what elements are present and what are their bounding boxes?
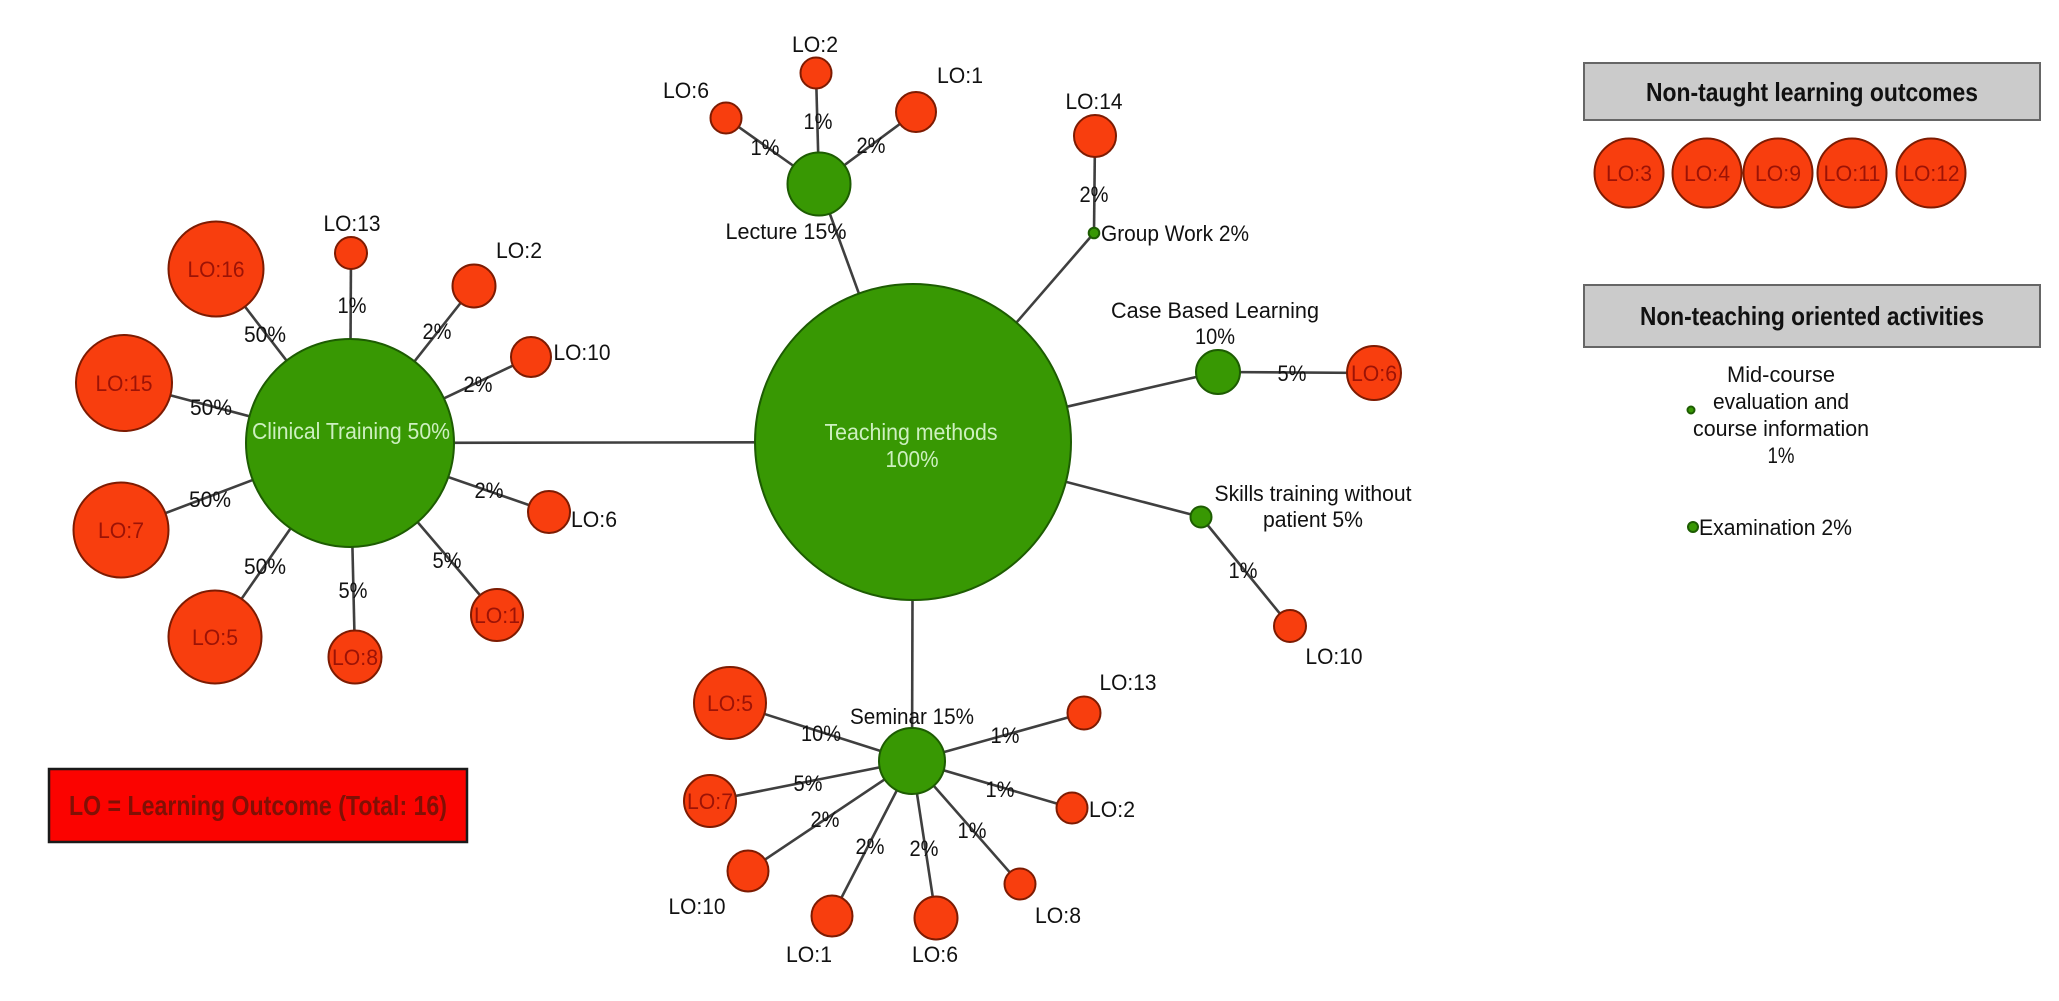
svg-text:2%: 2% <box>856 834 885 859</box>
svg-text:LO:6: LO:6 <box>912 942 958 967</box>
svg-text:50%: 50% <box>190 395 232 420</box>
svg-text:1%: 1% <box>991 723 1020 748</box>
svg-text:LO:2: LO:2 <box>1089 797 1135 822</box>
svg-text:LO:2: LO:2 <box>496 238 542 263</box>
svg-text:1%: 1% <box>1229 558 1258 583</box>
svg-text:LO:10: LO:10 <box>669 894 726 919</box>
svg-text:LO:4: LO:4 <box>1684 161 1730 186</box>
svg-text:Clinical Training 50%: Clinical Training 50% <box>252 418 450 444</box>
svg-text:1%: 1% <box>986 777 1015 802</box>
svg-text:LO:11: LO:11 <box>1824 161 1881 186</box>
svg-text:LO:10: LO:10 <box>554 340 611 365</box>
svg-text:Lecture 15%: Lecture 15% <box>726 219 847 244</box>
svg-text:LO:7: LO:7 <box>98 518 144 543</box>
svg-text:LO:12: LO:12 <box>1903 161 1960 186</box>
svg-text:patient 5%: patient 5% <box>1263 507 1363 532</box>
svg-text:10%: 10% <box>801 721 841 746</box>
svg-text:Seminar 15%: Seminar 15% <box>850 704 974 729</box>
svg-text:100%: 100% <box>886 446 939 472</box>
svg-text:2%: 2% <box>475 478 504 503</box>
svg-text:LO:1: LO:1 <box>937 63 983 88</box>
svg-text:2%: 2% <box>910 836 939 861</box>
svg-text:LO:16: LO:16 <box>188 257 245 282</box>
svg-text:Group Work 2%: Group Work 2% <box>1101 221 1249 246</box>
svg-text:evaluation and: evaluation and <box>1713 389 1849 414</box>
svg-text:5%: 5% <box>433 548 462 573</box>
svg-text:2%: 2% <box>423 319 452 344</box>
svg-text:Teaching methods: Teaching methods <box>825 419 998 445</box>
svg-text:LO:6: LO:6 <box>571 507 617 532</box>
svg-text:10%: 10% <box>1195 324 1235 349</box>
svg-text:LO:5: LO:5 <box>192 625 238 650</box>
svg-text:Non-taught learning outcomes: Non-taught learning outcomes <box>1646 77 1978 107</box>
svg-text:Skills training without: Skills training without <box>1215 481 1413 506</box>
svg-text:LO:1: LO:1 <box>786 942 832 967</box>
svg-text:1%: 1% <box>1768 443 1795 468</box>
svg-text:LO:8: LO:8 <box>1035 903 1081 928</box>
svg-text:LO:6: LO:6 <box>1351 361 1397 386</box>
svg-text:2%: 2% <box>1080 182 1109 207</box>
svg-text:course information: course information <box>1693 416 1869 441</box>
svg-text:LO:5: LO:5 <box>707 691 753 716</box>
svg-text:1%: 1% <box>338 293 367 318</box>
svg-text:2%: 2% <box>811 807 840 832</box>
svg-text:LO:6: LO:6 <box>663 78 709 103</box>
svg-text:Non-teaching oriented activiti: Non-teaching oriented activities <box>1640 301 1984 331</box>
svg-text:5%: 5% <box>1278 361 1307 386</box>
svg-text:50%: 50% <box>244 554 286 579</box>
svg-text:LO:8: LO:8 <box>332 645 378 670</box>
svg-text:LO:13: LO:13 <box>324 211 381 236</box>
svg-text:LO:7: LO:7 <box>687 789 733 814</box>
svg-text:1%: 1% <box>804 109 833 134</box>
svg-text:5%: 5% <box>794 771 823 796</box>
svg-text:2%: 2% <box>857 133 886 158</box>
svg-text:LO:10: LO:10 <box>1306 644 1363 669</box>
svg-text:Case Based Learning: Case Based Learning <box>1111 298 1319 323</box>
svg-text:50%: 50% <box>189 487 231 512</box>
svg-text:LO:3: LO:3 <box>1606 161 1652 186</box>
svg-text:1%: 1% <box>751 135 780 160</box>
svg-text:Mid-course: Mid-course <box>1727 362 1835 387</box>
svg-text:LO:1: LO:1 <box>474 603 520 628</box>
svg-text:Examination 2%: Examination 2% <box>1699 515 1852 540</box>
svg-text:LO:14: LO:14 <box>1066 89 1123 114</box>
svg-text:LO:15: LO:15 <box>96 371 153 396</box>
svg-text:LO:9: LO:9 <box>1755 161 1801 186</box>
svg-text:5%: 5% <box>339 578 368 603</box>
svg-text:1%: 1% <box>958 818 987 843</box>
svg-text:LO:13: LO:13 <box>1100 670 1157 695</box>
svg-text:50%: 50% <box>244 322 286 347</box>
svg-text:2%: 2% <box>464 372 493 397</box>
svg-text:LO:2: LO:2 <box>792 32 838 57</box>
svg-text:LO = Learning Outcome (Total:: LO = Learning Outcome (Total: 16) <box>69 790 447 821</box>
